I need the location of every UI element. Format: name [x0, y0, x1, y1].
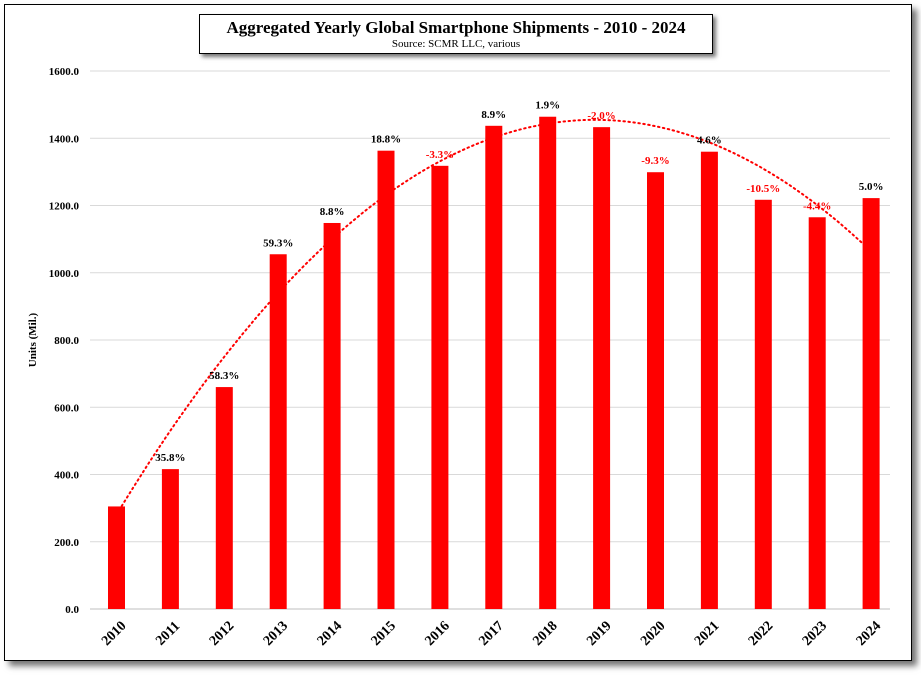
- bars: [108, 116, 880, 610]
- x-axis-ticks: 2010 2011 2012 2013 2014 2015 2016 2017 2018 2019…: [99, 619, 884, 649]
- data-label: 59.3%: [263, 237, 293, 249]
- bar: [862, 198, 880, 610]
- y-tick-label: 800.0: [54, 335, 79, 347]
- x-tick-label: 2023: [800, 619, 830, 649]
- y-tick-label: 600.0: [54, 402, 79, 414]
- data-label: -2.0%: [587, 110, 615, 122]
- data-label: 58.3%: [209, 370, 239, 382]
- bar: [108, 506, 125, 609]
- data-labels: 35.8% 58.3% 59.3% 8.8% 18.8% -3.3% 8.9% 1.9% -2.…: [155, 100, 883, 464]
- x-tick-label: 2019: [584, 619, 614, 649]
- x-tick-label: 2014: [315, 619, 345, 649]
- x-tick-label: 2024: [854, 619, 884, 649]
- chart-title-box: Aggregated Yearly Global Smartphone Ship…: [199, 14, 713, 54]
- x-tick-label: 2020: [638, 619, 668, 649]
- bar: [215, 387, 233, 609]
- bar: [808, 217, 826, 610]
- data-label: 4.6%: [697, 135, 722, 147]
- chart-title: Aggregated Yearly Global Smartphone Ship…: [226, 18, 686, 37]
- trendline-layer: [115, 118, 873, 516]
- y-tick-label: 200.0: [54, 537, 79, 549]
- y-tick-label: 0.0: [65, 604, 79, 616]
- x-tick-label: 2021: [692, 619, 722, 649]
- bar: [647, 172, 664, 609]
- x-tick-label: 2013: [261, 619, 291, 649]
- bar: [377, 150, 395, 609]
- x-tick-label: 2018: [530, 619, 560, 649]
- bar: [539, 116, 557, 609]
- bar: [700, 151, 718, 609]
- x-tick-label: 2011: [153, 619, 183, 649]
- trendline: [115, 118, 873, 516]
- bar: [323, 222, 341, 610]
- bar: [485, 125, 503, 609]
- y-tick-label: 400.0: [54, 470, 79, 482]
- x-tick-label: 2010: [99, 619, 129, 649]
- y-tick-label: 1400.0: [49, 133, 80, 145]
- bar: [269, 254, 287, 609]
- bar: [754, 199, 772, 609]
- y-tick-label: 1000.0: [49, 268, 80, 280]
- data-label: 5.0%: [859, 181, 884, 193]
- data-label: -4.4%: [803, 200, 831, 212]
- data-label: 8.8%: [320, 206, 345, 218]
- data-label: -3.3%: [426, 149, 454, 161]
- bar: [593, 127, 611, 609]
- data-label: 18.8%: [371, 134, 401, 146]
- data-label: -10.5%: [746, 183, 780, 195]
- x-tick-label: 2015: [369, 619, 399, 649]
- x-tick-label: 2016: [422, 619, 452, 649]
- x-tick-label: 2012: [207, 619, 237, 649]
- x-tick-label: 2022: [746, 619, 776, 649]
- data-label: 1.9%: [535, 100, 560, 112]
- data-label: 35.8%: [155, 452, 185, 464]
- chart-subtitle: Source: SCMR LLC, various: [391, 38, 521, 50]
- y-axis-ticks: 0.0 200.0 400.0 600.0 800.0 1000.0 1200.0 1400.…: [49, 66, 80, 616]
- x-tick-label: 2017: [476, 619, 506, 649]
- bar: [431, 165, 449, 609]
- bar: [161, 469, 179, 609]
- y-axis-label: Units (Mil.): [27, 312, 39, 367]
- y-tick-label: 1200.0: [49, 201, 80, 213]
- data-label: -9.3%: [641, 155, 669, 167]
- data-label: 8.9%: [481, 109, 506, 121]
- y-tick-label: 1600.0: [49, 66, 80, 78]
